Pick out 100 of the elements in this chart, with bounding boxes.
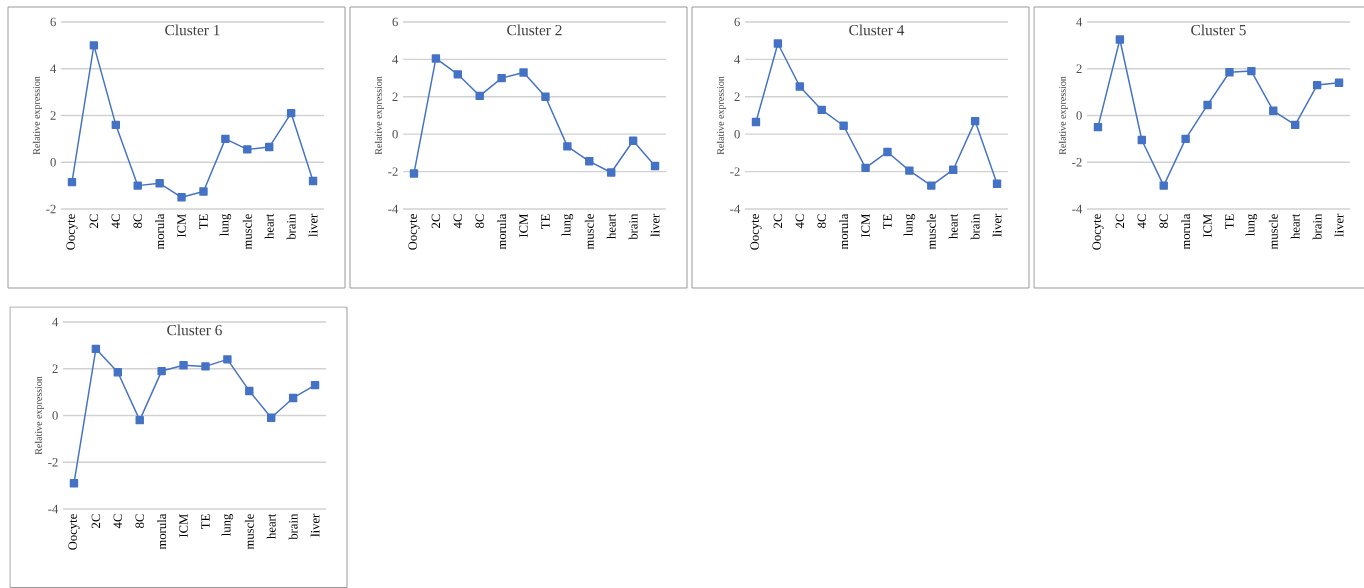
point xyxy=(310,380,320,390)
y-tick-label: -2 xyxy=(1072,158,1082,167)
point xyxy=(1247,66,1256,76)
y-tick-label: -4 xyxy=(1072,204,1083,214)
y-tick-label: 6 xyxy=(734,17,740,27)
point xyxy=(927,181,936,190)
x-tick-label: muscle xyxy=(1268,214,1278,250)
y-tick-label: 0 xyxy=(734,129,740,139)
x-tick-label: morula xyxy=(1181,213,1191,250)
y-tick-label: 0 xyxy=(1076,111,1082,120)
x-tick-label: TE xyxy=(199,214,208,229)
point xyxy=(113,368,123,377)
point xyxy=(628,136,638,145)
x-tick-label: ICM xyxy=(177,214,186,238)
point xyxy=(431,54,441,63)
point xyxy=(199,187,208,196)
point xyxy=(607,168,616,177)
x-tick-label: 8C xyxy=(135,514,144,528)
y-axis-title: Relative expression xyxy=(716,76,726,155)
chart-title: Cluster 2 xyxy=(507,24,562,36)
x-tick-label: liver xyxy=(1334,213,1344,237)
point xyxy=(265,142,274,152)
y-tick-label: 4 xyxy=(734,55,741,64)
point xyxy=(243,145,252,154)
y-tick-label: 2 xyxy=(1076,64,1082,73)
y-tick-label: -4 xyxy=(48,504,59,514)
y-tick-label: 2 xyxy=(392,92,398,101)
y-axis-title: Relative expression xyxy=(34,376,44,455)
x-tick-label: 2C xyxy=(431,214,441,228)
x-tick-label: 2C xyxy=(89,214,99,228)
point xyxy=(817,105,826,115)
point xyxy=(223,355,232,364)
point xyxy=(1137,135,1146,145)
point xyxy=(1115,35,1125,44)
chart-title: Cluster 5 xyxy=(1191,24,1246,36)
chart-title: Cluster 1 xyxy=(165,24,220,36)
point xyxy=(1334,78,1344,87)
point xyxy=(795,82,804,91)
point xyxy=(133,181,142,190)
x-tick-label: ICM xyxy=(861,214,870,238)
y-axis-title: Relative expression xyxy=(374,76,384,155)
x-tick-label: 4C xyxy=(795,214,805,229)
point xyxy=(409,169,419,178)
x-tick-label: morula xyxy=(155,213,165,250)
point xyxy=(157,366,166,376)
x-tick-label: Oocyte xyxy=(1092,214,1104,250)
y-tick-label: 6 xyxy=(50,17,56,27)
x-tick-label: brain xyxy=(286,213,296,240)
point xyxy=(288,393,298,403)
y-tick-label: -4 xyxy=(388,204,399,214)
y-tick-label: 2 xyxy=(734,92,740,101)
y-tick-label: 0 xyxy=(50,157,56,167)
y-tick-label: 6 xyxy=(392,17,398,27)
x-tick-label: ICM xyxy=(179,514,188,538)
point xyxy=(585,157,594,166)
point xyxy=(563,142,572,151)
point xyxy=(1291,120,1300,130)
point xyxy=(201,362,210,371)
x-tick-label: lung xyxy=(1245,213,1258,236)
x-tick-label: liver xyxy=(310,513,320,537)
chart-title: Cluster 6 xyxy=(167,324,222,336)
x-tick-label: ICM xyxy=(519,214,528,238)
point xyxy=(179,361,188,370)
point xyxy=(286,108,296,118)
x-tick-label: 4C xyxy=(111,214,121,229)
y-tick-label: 4 xyxy=(50,64,57,73)
y-tick-label: -2 xyxy=(730,167,740,176)
point xyxy=(475,91,484,101)
point xyxy=(155,179,164,188)
x-tick-label: 8C xyxy=(817,214,826,228)
x-tick-label: morula xyxy=(157,513,167,550)
point xyxy=(883,147,892,157)
x-tick-label: TE xyxy=(1225,214,1234,229)
point xyxy=(497,73,506,83)
point xyxy=(992,179,1002,188)
point xyxy=(267,413,276,423)
point xyxy=(111,120,121,130)
point xyxy=(751,117,761,127)
point xyxy=(1225,68,1234,77)
point xyxy=(308,176,318,186)
x-tick-label: muscle xyxy=(242,214,252,250)
y-tick-label: 4 xyxy=(1076,17,1083,27)
x-tick-label: muscle xyxy=(584,214,594,250)
x-tick-label: ICM xyxy=(1203,214,1212,238)
x-tick-label: lung xyxy=(561,213,574,236)
x-tick-label: muscle xyxy=(926,214,936,250)
point xyxy=(541,92,550,101)
x-tick-label: lung xyxy=(903,213,916,236)
x-tick-label: 4C xyxy=(453,214,463,229)
point xyxy=(949,165,958,174)
y-tick-label: 4 xyxy=(52,317,59,327)
y-tick-label: -2 xyxy=(46,204,56,214)
x-tick-label: 2C xyxy=(91,514,101,528)
x-tick-label: TE xyxy=(541,214,550,229)
point xyxy=(69,479,79,488)
point xyxy=(453,70,463,79)
y-tick-label: 0 xyxy=(52,411,58,420)
chart-title: Cluster 4 xyxy=(849,24,905,36)
x-tick-label: Oocyte xyxy=(750,214,762,250)
point xyxy=(89,41,99,50)
